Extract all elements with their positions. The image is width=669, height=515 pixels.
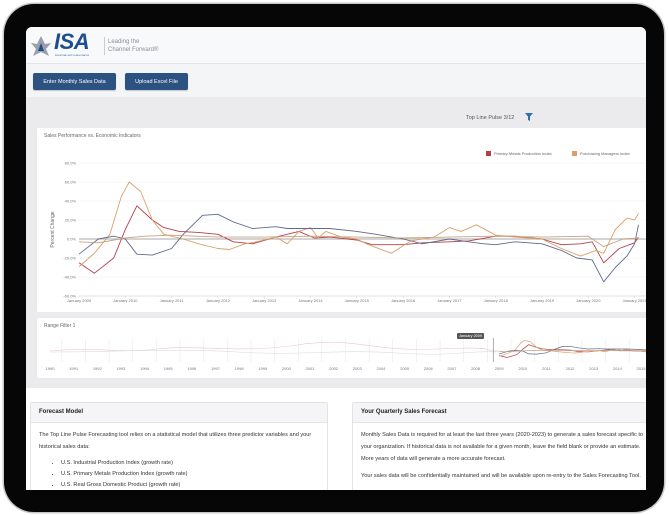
x-tick-label: January 2009 bbox=[67, 298, 92, 303]
range-tick-label: 2004 bbox=[377, 366, 387, 371]
y-tick-label: 60.0% bbox=[65, 180, 77, 185]
logo-text: ISA bbox=[54, 29, 90, 54]
logo-divider bbox=[104, 37, 105, 55]
predictor-item: U.S. Real Gross Domestic Product (growth… bbox=[61, 480, 319, 490]
range-tick-label: 1998 bbox=[235, 366, 245, 371]
range-tick-label: 1992 bbox=[93, 366, 103, 371]
x-tick-label: January 2013 bbox=[252, 298, 277, 303]
range-series-line-3 bbox=[499, 345, 646, 355]
range-tick-label: 2010 bbox=[518, 366, 528, 371]
isa-emblem-icon bbox=[31, 36, 51, 56]
range-tick-label: 2011 bbox=[542, 366, 551, 371]
screen: ISA INDUSTRIAL SUPPLY ASSOCIATION Leadin… bbox=[26, 27, 646, 490]
x-tick-label: January 2021 bbox=[622, 298, 646, 303]
y-tick-label: -60.0% bbox=[63, 294, 76, 299]
y-tick-label: 0.0% bbox=[67, 237, 77, 242]
range-series-line-4 bbox=[499, 349, 646, 353]
range-tick-label: 1991 bbox=[69, 366, 79, 371]
legend-swatch-red bbox=[486, 151, 491, 156]
y-axis-title: Percent Change bbox=[50, 211, 56, 247]
upload-excel-button[interactable]: Upload Excel File bbox=[125, 73, 188, 90]
dashboard-title: Top Line Pulse 3/12 bbox=[466, 115, 515, 121]
x-tick-label: January 2020 bbox=[576, 298, 601, 303]
forecast-model-title: Forecast Model bbox=[31, 403, 327, 423]
tagline-line1: Leading the bbox=[108, 39, 140, 45]
range-tick-label: 1994 bbox=[140, 366, 150, 371]
logo-subtitle: INDUSTRIAL SUPPLY ASSOCIATION bbox=[55, 55, 90, 57]
forecast-model-card: Forecast Model The Top Line Pulse Foreca… bbox=[30, 402, 328, 490]
chart-title: Sales Performance vs. Economic Indicator… bbox=[44, 133, 141, 139]
range-tick-label: 1996 bbox=[187, 366, 197, 371]
y-tick-label: 80.0% bbox=[65, 161, 77, 166]
funnel-icon[interactable] bbox=[525, 113, 533, 121]
line-chart: 80.0% 60.0% 40.0% 20.0% 0.0% -20.0% -40.0% -60.… bbox=[50, 161, 646, 303]
x-tick-label: January 2016 bbox=[391, 298, 416, 303]
forecast-model-intro: The Top Line Pulse Forecasting tool reli… bbox=[39, 432, 312, 450]
x-tick-label: January 2012 bbox=[206, 298, 231, 303]
quarterly-forecast-card: Your Quarterly Sales Forecast Monthly Sa… bbox=[352, 402, 646, 490]
range-tick-label: 2001 bbox=[306, 366, 316, 371]
sales-performance-chart-card: Sales Performance vs. Economic Indicator… bbox=[37, 128, 646, 312]
range-history-line bbox=[49, 349, 500, 355]
series-line-1 bbox=[78, 205, 639, 274]
range-filter-chart[interactable]: 1990 1991 1992 1993 1994 1995 1996 1997 1998 1999… bbox=[37, 318, 646, 378]
x-tick-label: January 2011 bbox=[160, 298, 185, 303]
x-tick-label: January 2015 bbox=[345, 298, 370, 303]
range-tick-label: 2008 bbox=[471, 366, 481, 371]
range-tick-label: 2014 bbox=[613, 366, 623, 371]
enter-monthly-sales-button[interactable]: Enter Monthly Sales Data bbox=[33, 73, 116, 90]
range-tick-label: 1999 bbox=[258, 366, 268, 371]
range-tick-label: 1997 bbox=[211, 366, 221, 371]
range-filter-title: Range Filter 1 bbox=[44, 323, 76, 329]
range-tick-label: 2003 bbox=[353, 366, 363, 371]
range-tick-label: 2000 bbox=[282, 366, 292, 371]
toolbar: Enter Monthly Sales Data Upload Excel Fi… bbox=[26, 64, 646, 97]
range-selection-tooltip: January 2009 bbox=[457, 333, 485, 339]
range-tick-label: 2012 bbox=[566, 366, 576, 371]
header: ISA INDUSTRIAL SUPPLY ASSOCIATION Leadin… bbox=[26, 27, 646, 64]
tagline-line2: Channel Forward® bbox=[108, 46, 159, 53]
y-tick-label: -20.0% bbox=[63, 256, 76, 261]
y-tick-label: 20.0% bbox=[65, 218, 77, 223]
x-tick-label: January 2019 bbox=[530, 298, 555, 303]
series-line-3 bbox=[78, 213, 639, 283]
range-tick-label: 2007 bbox=[447, 366, 457, 371]
x-tick-label: January 2017 bbox=[437, 298, 462, 303]
legend-item-primary-metals[interactable]: Primary Metals Production Index bbox=[486, 151, 552, 156]
range-tick-label: 1993 bbox=[116, 366, 126, 371]
range-tick-label: 1990 bbox=[46, 366, 56, 371]
range-tick-label: 2005 bbox=[400, 366, 410, 371]
quarterly-forecast-paragraph: Your sales data will be confidentially m… bbox=[361, 473, 641, 479]
x-tick-label: January 2014 bbox=[298, 298, 323, 303]
range-series-line-2 bbox=[499, 339, 646, 357]
range-tick-label: 2006 bbox=[424, 366, 434, 371]
y-tick-label: 40.0% bbox=[65, 199, 77, 204]
x-tick-label: January 2018 bbox=[484, 298, 509, 303]
predictor-item: U.S. Primary Metals Production Index (gr… bbox=[61, 469, 319, 480]
y-tick-label: -40.0% bbox=[63, 275, 76, 280]
series-line-4 bbox=[78, 234, 639, 248]
range-tick-label: 1995 bbox=[164, 366, 174, 371]
range-tick-label: 2015 bbox=[637, 366, 646, 371]
legend-label: Primary Metals Production Index bbox=[494, 151, 552, 156]
range-tick-label: 2002 bbox=[329, 366, 339, 371]
quarterly-forecast-title: Your Quarterly Sales Forecast bbox=[353, 403, 646, 423]
series-line-2 bbox=[78, 181, 639, 267]
range-tick-label: 2009 bbox=[495, 366, 505, 371]
x-tick-label: January 2010 bbox=[113, 298, 138, 303]
predictor-item: U.S. Industrial Production Index (growth… bbox=[61, 458, 319, 469]
range-tick-label: 2013 bbox=[589, 366, 599, 371]
quarterly-forecast-paragraph: Monthly Sales Data is required for at le… bbox=[361, 432, 644, 462]
legend-label: Purchasing Managers Index bbox=[580, 151, 630, 156]
range-filter-card: Range Filter 1 1990 1991 1992 1993 1994 1995 1… bbox=[37, 318, 646, 378]
legend-item-purchasing-managers[interactable]: Purchasing Managers Index bbox=[572, 151, 630, 156]
legend-swatch-orange bbox=[572, 151, 577, 156]
tagline: Leading the Channel Forward® bbox=[108, 39, 158, 54]
